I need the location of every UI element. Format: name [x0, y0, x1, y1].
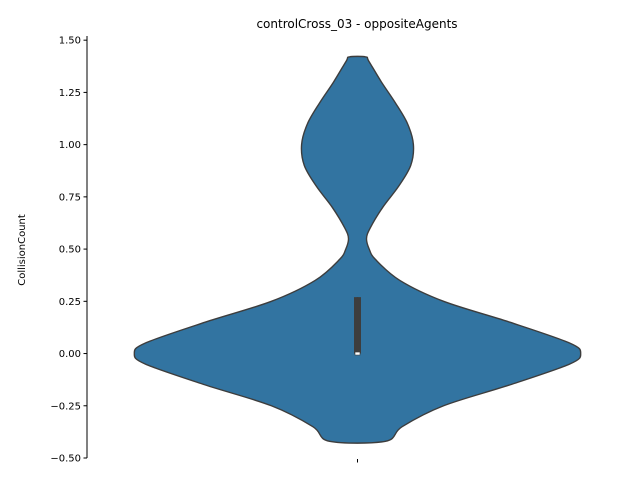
chart-title: controlCross_03 - oppositeAgents — [256, 17, 457, 31]
y-tick-label: 1.50 — [59, 36, 81, 47]
violin-body — [133, 55, 582, 444]
y-tick-label: 1.00 — [59, 140, 81, 151]
y-tick-label: 0.75 — [59, 192, 81, 203]
violin-box-iqr — [354, 297, 361, 354]
y-tick-label: 0.50 — [59, 245, 81, 256]
y-tick-label: −0.50 — [50, 454, 81, 465]
y-axis-label: CollisionCount — [17, 214, 28, 286]
plot-area — [133, 55, 582, 444]
y-tick-label: 0.00 — [59, 349, 81, 360]
y-tick-label: −0.25 — [50, 401, 81, 412]
violin-median-marker — [354, 351, 361, 356]
y-axis-ticks: −0.50 −0.25 0.00 0.25 0.50 0.75 1.00 1.25 1.50 — [50, 36, 87, 465]
y-tick-label: 0.25 — [59, 297, 81, 308]
y-tick-label: 1.25 — [59, 88, 81, 99]
